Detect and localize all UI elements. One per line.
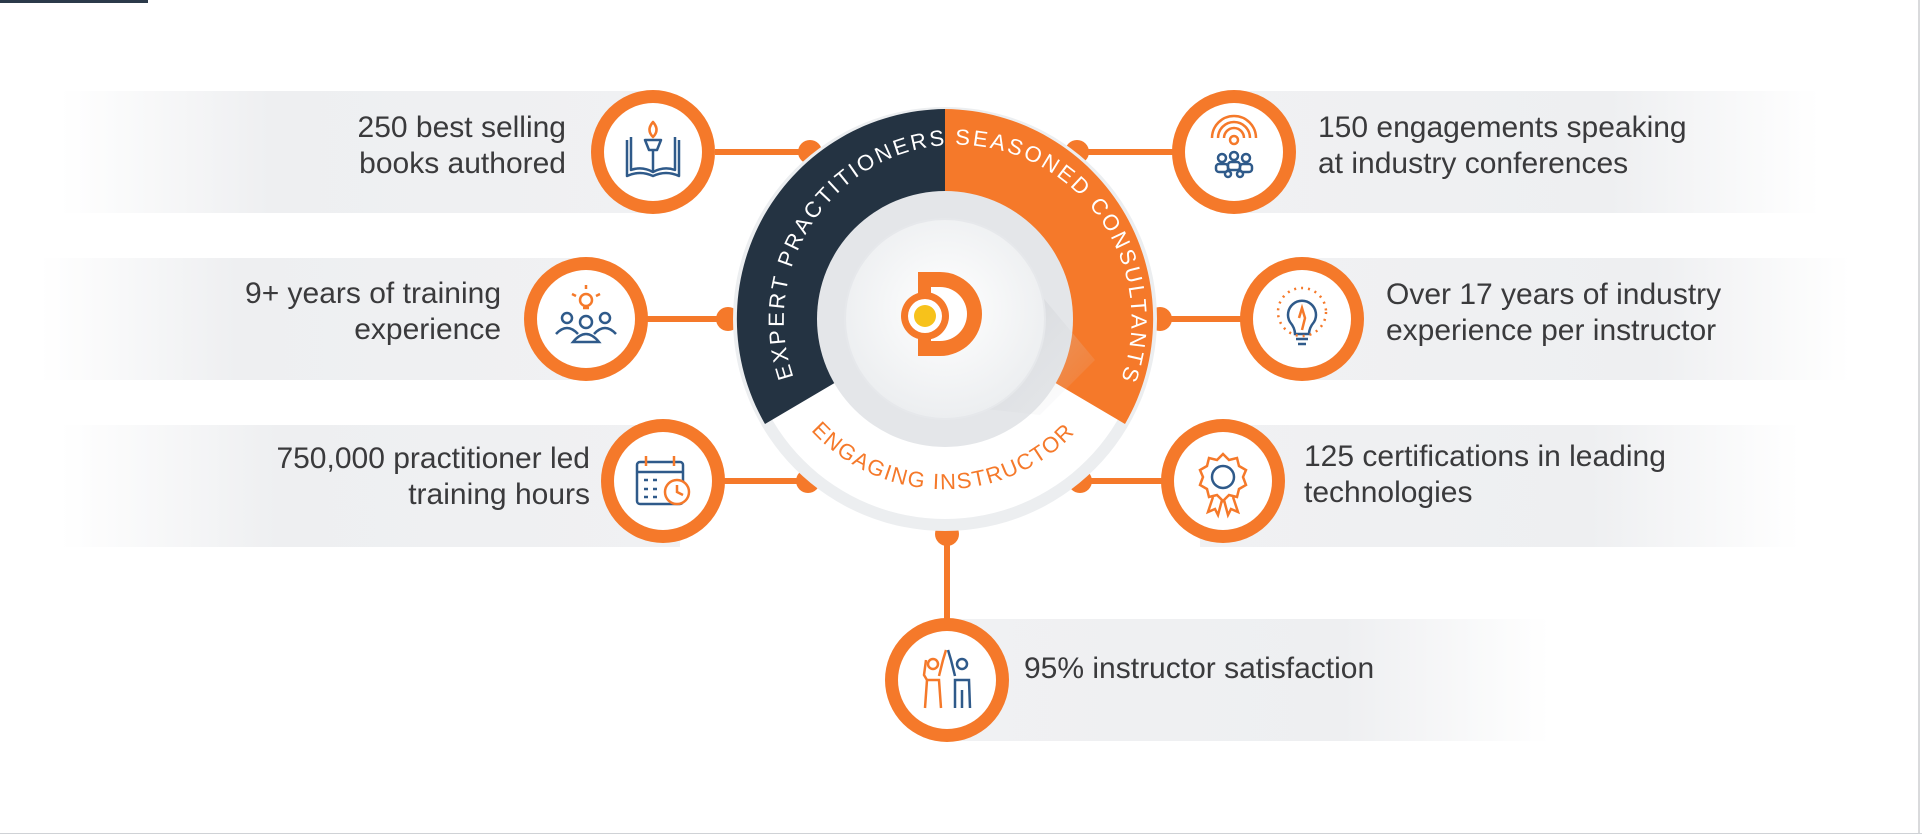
team-idea-icon xyxy=(555,285,617,344)
stat-icon-books xyxy=(591,90,715,214)
stat-speaking: 150 engagements speaking at industry con… xyxy=(1318,110,1687,182)
stat-hours-line1: 750,000 practitioner led xyxy=(276,442,590,475)
stat-experience: Over 17 years of industry experience per… xyxy=(1386,277,1721,349)
stat-books: 250 best selling books authored xyxy=(358,110,566,182)
band-books xyxy=(60,91,660,213)
band-experience xyxy=(1290,258,1850,380)
stat-speaking-line1: 150 engagements speaking xyxy=(1318,111,1687,144)
stat-experience-line2: experience per instructor xyxy=(1386,314,1717,347)
stat-experience-line1: Over 17 years of industry xyxy=(1386,278,1722,311)
stat-hours: 750,000 practitioner led training hours xyxy=(276,441,590,513)
stat-books-line1: 250 best selling xyxy=(357,111,566,144)
calendar-clock-icon xyxy=(635,456,691,506)
central-hub: EXPERT PRACTITIONERS SEASONED CONSULTANT… xyxy=(733,107,1157,531)
stat-icon-certs xyxy=(1161,419,1285,543)
stat-speaking-line2: at industry conferences xyxy=(1318,147,1629,180)
band-speaking xyxy=(1220,91,1820,213)
stat-training-line1: 9+ years of training xyxy=(245,277,501,310)
band-satisfaction xyxy=(960,619,1550,741)
book-torch-icon xyxy=(625,120,681,178)
expert-segment xyxy=(736,109,945,424)
lightbulb-icon xyxy=(1276,286,1328,346)
stat-icon-experience xyxy=(1240,257,1364,381)
stat-icon-hours xyxy=(601,419,725,543)
stat-training: 9+ years of training experience xyxy=(245,276,501,348)
stat-certs: 125 certifications in leading technologi… xyxy=(1304,439,1666,511)
stat-icon-speaking xyxy=(1172,90,1296,214)
stat-icon-satisfaction xyxy=(885,618,1009,742)
stat-hours-line2: training hours xyxy=(408,478,590,511)
stat-training-line2: experience xyxy=(354,313,501,346)
band-certs xyxy=(1200,425,1800,547)
high-five-icon xyxy=(922,649,972,709)
stat-satisfaction-line1: 95% instructor satisfaction xyxy=(1024,652,1375,685)
stat-certs-line2: technologies xyxy=(1304,476,1473,509)
award-badge-icon xyxy=(1198,452,1248,519)
stat-satisfaction: 95% instructor satisfaction xyxy=(1024,651,1374,687)
top-accent-bar xyxy=(0,0,148,3)
band-training xyxy=(40,258,600,380)
stat-icon-training xyxy=(524,257,648,381)
right-edge-line xyxy=(1918,0,1920,834)
d-logo-icon xyxy=(901,272,982,356)
stat-books-line2: books authored xyxy=(359,147,566,180)
seasoned-segment xyxy=(945,109,1154,424)
audience-broadcast-icon xyxy=(1210,114,1258,179)
band-hours xyxy=(60,425,680,547)
stat-certs-line1: 125 certifications in leading xyxy=(1304,440,1666,473)
